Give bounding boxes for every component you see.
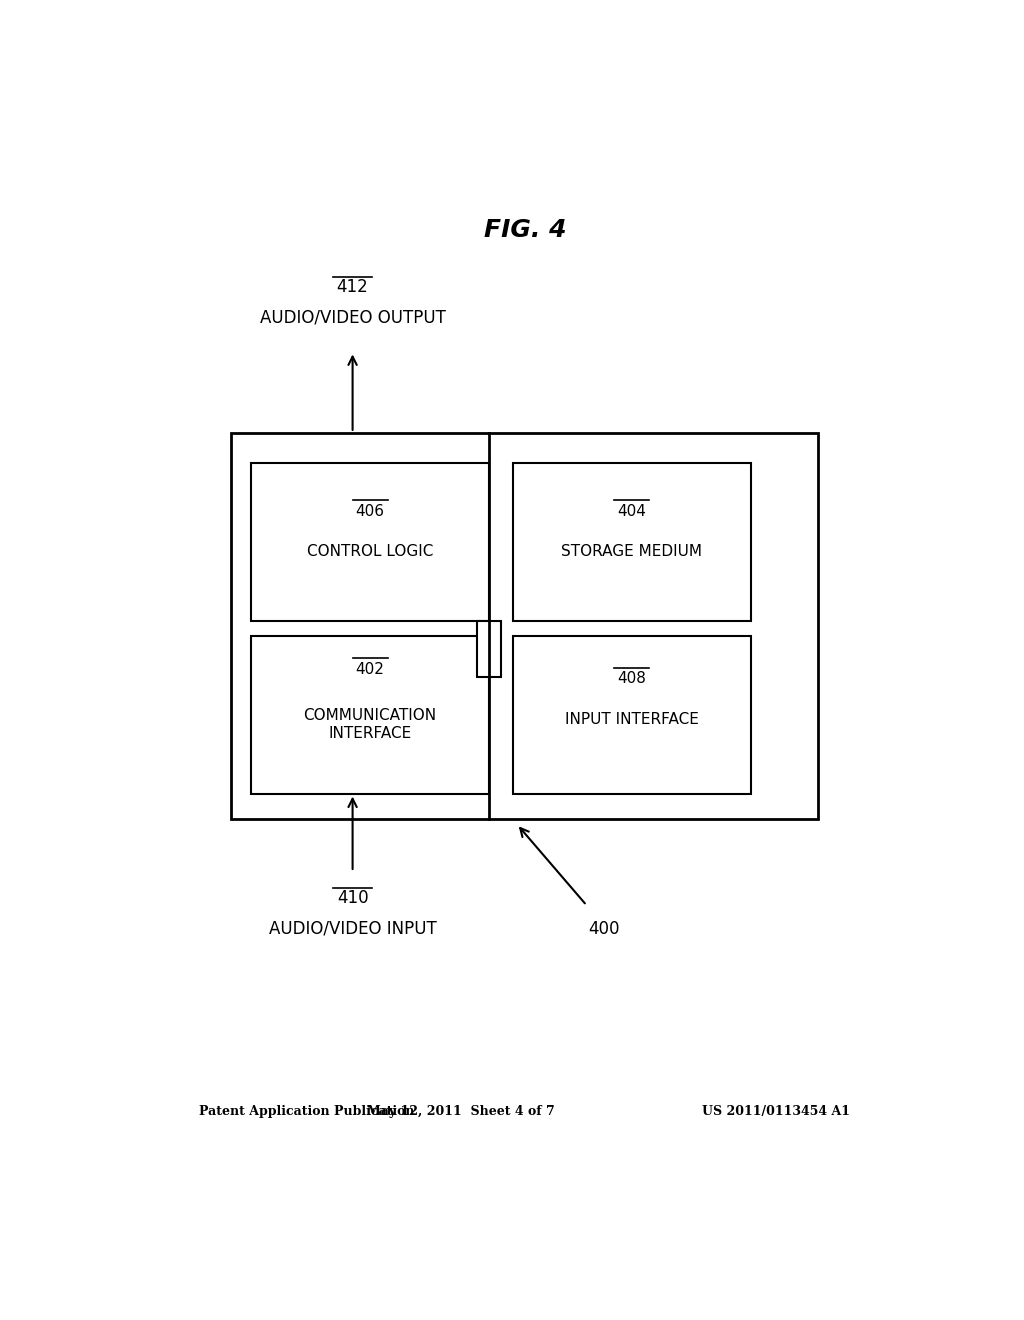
FancyBboxPatch shape xyxy=(251,463,489,620)
Text: 408: 408 xyxy=(617,672,646,686)
Text: US 2011/0113454 A1: US 2011/0113454 A1 xyxy=(702,1105,850,1118)
Text: AUDIO/VIDEO OUTPUT: AUDIO/VIDEO OUTPUT xyxy=(260,309,445,327)
FancyBboxPatch shape xyxy=(477,620,501,677)
Text: May 12, 2011  Sheet 4 of 7: May 12, 2011 Sheet 4 of 7 xyxy=(368,1105,555,1118)
Text: 402: 402 xyxy=(355,663,384,677)
Text: INPUT INTERFACE: INPUT INTERFACE xyxy=(565,711,698,727)
Text: 410: 410 xyxy=(337,890,369,907)
Text: 404: 404 xyxy=(617,504,646,519)
Text: STORAGE MEDIUM: STORAGE MEDIUM xyxy=(561,544,702,560)
FancyBboxPatch shape xyxy=(231,433,818,818)
Text: CONTROL LOGIC: CONTROL LOGIC xyxy=(307,544,433,560)
FancyBboxPatch shape xyxy=(513,463,751,620)
Text: AUDIO/VIDEO INPUT: AUDIO/VIDEO INPUT xyxy=(268,920,436,937)
Text: 412: 412 xyxy=(337,279,369,297)
Text: 406: 406 xyxy=(355,504,385,519)
Text: FIG. 4: FIG. 4 xyxy=(483,218,566,242)
Text: Patent Application Publication: Patent Application Publication xyxy=(200,1105,415,1118)
Text: 400: 400 xyxy=(589,920,620,937)
FancyBboxPatch shape xyxy=(251,636,489,793)
Text: COMMUNICATION
INTERFACE: COMMUNICATION INTERFACE xyxy=(303,709,436,741)
FancyBboxPatch shape xyxy=(513,636,751,793)
